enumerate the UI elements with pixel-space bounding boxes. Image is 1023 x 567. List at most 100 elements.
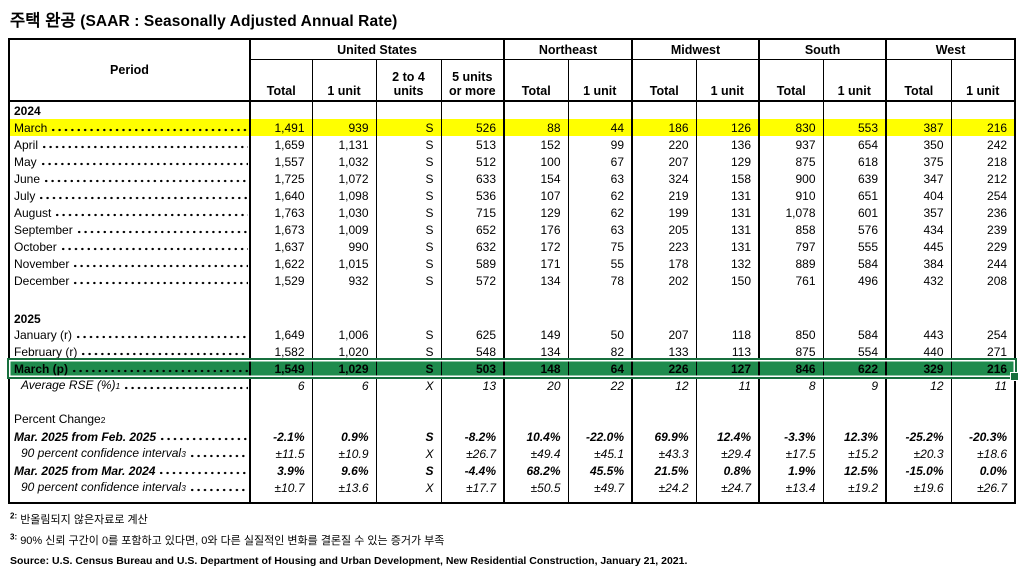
value-cell[interactable]: 329 bbox=[885, 360, 952, 377]
value-cell[interactable]: 652 bbox=[440, 221, 505, 238]
value-cell[interactable]: ±26.7 bbox=[440, 445, 505, 462]
period-cell[interactable]: Percent Change 2 bbox=[8, 411, 250, 428]
value-cell[interactable]: 576 bbox=[822, 221, 887, 238]
value-cell[interactable]: 1,098 bbox=[311, 187, 376, 204]
value-cell[interactable] bbox=[503, 101, 569, 119]
value-cell[interactable] bbox=[567, 299, 633, 326]
value-cell[interactable]: 11 bbox=[950, 377, 1016, 394]
value-cell[interactable]: 496 bbox=[822, 272, 887, 289]
value-cell[interactable]: 88 bbox=[503, 119, 569, 136]
column-header[interactable]: 1 unit bbox=[695, 59, 760, 102]
value-cell[interactable]: 100 bbox=[503, 153, 569, 170]
period-cell[interactable]: April bbox=[8, 136, 250, 153]
value-cell[interactable]: S bbox=[375, 462, 441, 479]
group-header-south[interactable]: South bbox=[758, 39, 887, 60]
value-cell[interactable]: 601 bbox=[822, 204, 887, 221]
value-cell[interactable] bbox=[375, 411, 441, 428]
value-cell[interactable]: 11 bbox=[695, 377, 760, 394]
value-cell[interactable]: 387 bbox=[885, 119, 952, 136]
value-cell[interactable]: 55 bbox=[567, 255, 633, 272]
value-cell[interactable]: 990 bbox=[311, 238, 376, 255]
value-cell[interactable]: 208 bbox=[950, 272, 1016, 289]
value-cell[interactable] bbox=[567, 394, 633, 411]
value-cell[interactable] bbox=[631, 289, 697, 299]
period-cell[interactable] bbox=[8, 394, 250, 411]
value-cell[interactable]: 131 bbox=[695, 221, 760, 238]
value-cell[interactable]: 126 bbox=[695, 119, 760, 136]
value-cell[interactable] bbox=[311, 394, 376, 411]
value-cell[interactable] bbox=[695, 411, 760, 428]
value-cell[interactable] bbox=[311, 496, 376, 503]
value-cell[interactable]: 1,637 bbox=[249, 238, 312, 255]
value-cell[interactable]: 199 bbox=[631, 204, 697, 221]
value-cell[interactable]: 1,072 bbox=[311, 170, 376, 187]
value-cell[interactable] bbox=[758, 394, 824, 411]
value-cell[interactable]: 1.9% bbox=[758, 462, 824, 479]
value-cell[interactable] bbox=[375, 101, 441, 119]
value-cell[interactable]: 584 bbox=[822, 255, 887, 272]
period-cell[interactable]: Average RSE (%) 1 bbox=[8, 377, 250, 394]
value-cell[interactable]: -22.0% bbox=[567, 428, 633, 445]
value-cell[interactable] bbox=[822, 101, 887, 119]
value-cell[interactable]: 639 bbox=[822, 170, 887, 187]
value-cell[interactable] bbox=[249, 289, 312, 299]
value-cell[interactable]: 1,131 bbox=[311, 136, 376, 153]
value-cell[interactable]: 375 bbox=[885, 153, 952, 170]
value-cell[interactable]: 9.6% bbox=[311, 462, 376, 479]
value-cell[interactable] bbox=[950, 299, 1016, 326]
value-cell[interactable]: 503 bbox=[440, 360, 505, 377]
value-cell[interactable]: ±24.7 bbox=[695, 479, 760, 496]
value-cell[interactable]: ±10.7 bbox=[249, 479, 312, 496]
value-cell[interactable]: 440 bbox=[885, 343, 952, 360]
value-cell[interactable] bbox=[950, 411, 1016, 428]
period-cell[interactable]: May bbox=[8, 153, 250, 170]
value-cell[interactable]: 1,725 bbox=[249, 170, 312, 187]
value-cell[interactable]: 129 bbox=[695, 153, 760, 170]
value-cell[interactable]: ±29.4 bbox=[695, 445, 760, 462]
value-cell[interactable] bbox=[758, 496, 824, 503]
value-cell[interactable]: 445 bbox=[885, 238, 952, 255]
value-cell[interactable]: 1,030 bbox=[311, 204, 376, 221]
value-cell[interactable]: 12.4% bbox=[695, 428, 760, 445]
value-cell[interactable]: 1,006 bbox=[311, 326, 376, 343]
value-cell[interactable]: 384 bbox=[885, 255, 952, 272]
value-cell[interactable]: 830 bbox=[758, 119, 824, 136]
value-cell[interactable]: 207 bbox=[631, 153, 697, 170]
value-cell[interactable]: 20 bbox=[503, 377, 569, 394]
value-cell[interactable]: S bbox=[375, 119, 441, 136]
value-cell[interactable]: 107 bbox=[503, 187, 569, 204]
value-cell[interactable] bbox=[822, 496, 887, 503]
value-cell[interactable]: 1,020 bbox=[311, 343, 376, 360]
value-cell[interactable] bbox=[375, 394, 441, 411]
value-cell[interactable]: 13 bbox=[440, 377, 505, 394]
value-cell[interactable]: 889 bbox=[758, 255, 824, 272]
value-cell[interactable]: 244 bbox=[950, 255, 1016, 272]
value-cell[interactable]: 131 bbox=[695, 238, 760, 255]
value-cell[interactable] bbox=[950, 289, 1016, 299]
value-cell[interactable] bbox=[758, 289, 824, 299]
value-cell[interactable]: 1,032 bbox=[311, 153, 376, 170]
value-cell[interactable]: 357 bbox=[885, 204, 952, 221]
column-header[interactable]: 1 unit bbox=[567, 59, 633, 102]
period-cell[interactable]: March (p) bbox=[8, 360, 250, 377]
column-header[interactable]: Total bbox=[249, 59, 312, 102]
value-cell[interactable]: 858 bbox=[758, 221, 824, 238]
value-cell[interactable]: 75 bbox=[567, 238, 633, 255]
value-cell[interactable]: S bbox=[375, 255, 441, 272]
value-cell[interactable]: 761 bbox=[758, 272, 824, 289]
value-cell[interactable] bbox=[503, 394, 569, 411]
value-cell[interactable]: ±19.2 bbox=[822, 479, 887, 496]
value-cell[interactable]: 218 bbox=[950, 153, 1016, 170]
value-cell[interactable]: 513 bbox=[440, 136, 505, 153]
value-cell[interactable]: 226 bbox=[631, 360, 697, 377]
value-cell[interactable]: 572 bbox=[440, 272, 505, 289]
value-cell[interactable] bbox=[440, 101, 505, 119]
period-cell[interactable]: July bbox=[8, 187, 250, 204]
value-cell[interactable]: ±26.7 bbox=[950, 479, 1016, 496]
value-cell[interactable]: ±45.1 bbox=[567, 445, 633, 462]
column-header[interactable]: Total bbox=[631, 59, 697, 102]
value-cell[interactable]: ±43.3 bbox=[631, 445, 697, 462]
value-cell[interactable]: 236 bbox=[950, 204, 1016, 221]
value-cell[interactable] bbox=[885, 496, 952, 503]
value-cell[interactable]: 443 bbox=[885, 326, 952, 343]
